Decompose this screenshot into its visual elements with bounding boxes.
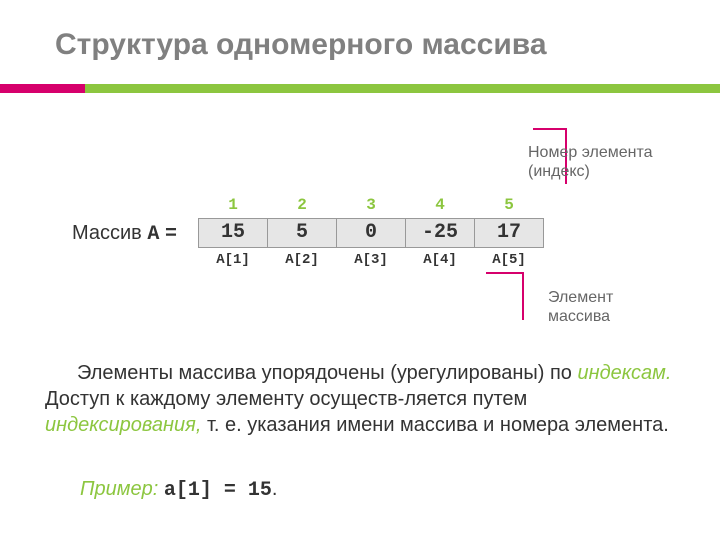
cell-4: -25: [405, 218, 475, 248]
cell-1: 15: [198, 218, 268, 248]
array-cells: 15 5 0 -25 17: [198, 218, 544, 248]
example-line: Пример: a[1] = 15.: [80, 478, 277, 502]
annotation-element-line2: массива: [548, 308, 610, 325]
index-3: 3: [336, 196, 406, 214]
array-label-word: Массив: [72, 222, 142, 244]
example-label: Пример:: [80, 478, 158, 500]
sublabel-4: A[4]: [405, 252, 475, 268]
sublabel-5: A[5]: [474, 252, 544, 268]
para-seg3: т. е. указания имени массива и номера эл…: [201, 414, 668, 436]
annotation-element-label: Элемент массива: [548, 288, 613, 326]
index-2: 2: [267, 196, 337, 214]
annotation-index-line1: Номер элемента: [528, 144, 653, 161]
para-em2: индексирования,: [45, 414, 201, 436]
array-label-name: A: [147, 223, 159, 246]
body-paragraph: Элементы массива упорядочены (урегулиров…: [45, 360, 675, 438]
index-5: 5: [474, 196, 544, 214]
sublabel-row: A[1] A[2] A[3] A[4] A[5]: [198, 252, 544, 268]
cell-3: 0: [336, 218, 406, 248]
sublabel-2: A[2]: [267, 252, 337, 268]
rule-accent-green: [85, 84, 720, 93]
index-1: 1: [198, 196, 268, 214]
para-em1: индексам.: [578, 362, 672, 384]
annotation-index-line-h: [533, 128, 567, 130]
sublabel-1: A[1]: [198, 252, 268, 268]
annotation-index-line2: (индекс): [528, 163, 590, 180]
array-label-eq: =: [165, 223, 177, 246]
index-4: 4: [405, 196, 475, 214]
annotation-element-line-v: [522, 272, 524, 320]
rule-accent-pink: [0, 84, 85, 93]
array-label: Массив A =: [72, 222, 177, 246]
cell-5: 17: [474, 218, 544, 248]
annotation-element-line-h: [486, 272, 524, 274]
example-after: .: [272, 478, 278, 500]
para-seg2: Доступ к каждому элементу осуществ-ляетс…: [45, 388, 527, 410]
sublabel-3: A[3]: [336, 252, 406, 268]
page-title: Структура одномерного массива: [55, 28, 547, 62]
index-row: 1 2 3 4 5: [198, 196, 544, 214]
example-code: a[1] = 15: [164, 479, 272, 502]
cell-2: 5: [267, 218, 337, 248]
annotation-index-label: Номер элемента (индекс): [528, 143, 653, 181]
para-seg1: Элементы массива упорядочены (урегулиров…: [77, 362, 578, 384]
annotation-element-line1: Элемент: [548, 289, 613, 306]
